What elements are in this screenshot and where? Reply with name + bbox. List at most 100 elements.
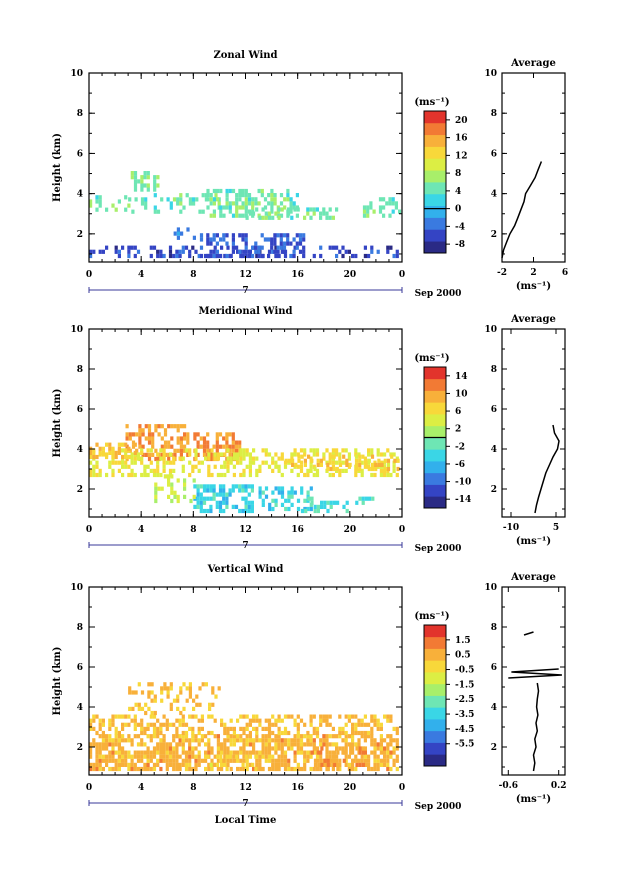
heatmap-cell xyxy=(140,472,144,478)
heatmap-cell xyxy=(360,730,364,736)
heatmap-cell xyxy=(315,472,320,478)
heatmap-cell xyxy=(206,754,210,759)
heatmap-cell xyxy=(357,738,361,743)
heatmap-cell xyxy=(274,502,278,507)
heatmap-cell xyxy=(312,766,316,772)
heatmap-cell xyxy=(165,722,169,727)
heatmap-cell xyxy=(159,249,163,254)
heatmap-cell xyxy=(89,203,93,208)
heatmap-cell xyxy=(255,468,259,473)
heatmap-cell xyxy=(206,496,210,501)
colorbar-swatch xyxy=(424,390,446,403)
heatmap-cell xyxy=(395,726,399,731)
heatmap-cell xyxy=(206,440,210,445)
heatmap-cell xyxy=(309,742,313,747)
average-y-tick-label: 2 xyxy=(491,485,497,495)
heatmap-cell xyxy=(333,750,337,755)
heatmap-cell xyxy=(319,766,323,772)
heatmap-cell xyxy=(264,754,268,759)
heatmap-cell xyxy=(289,197,293,202)
colorbar-label: 10 xyxy=(455,389,468,399)
heatmap-cell xyxy=(344,738,348,743)
heatmap-cell xyxy=(175,734,179,739)
heatmap-cell xyxy=(267,718,272,723)
heatmap-cell xyxy=(367,464,371,469)
heatmap-cell xyxy=(179,201,183,206)
heatmap-cell xyxy=(248,730,252,736)
heatmap-cell xyxy=(201,682,205,687)
heatmap-cell xyxy=(264,758,268,763)
heatmap-cell xyxy=(274,758,278,763)
heatmap-cell xyxy=(162,464,166,469)
heatmap-cell xyxy=(252,714,256,719)
heatmap-cell xyxy=(286,188,290,194)
heatmap-cell xyxy=(225,253,229,259)
heatmap-cell xyxy=(159,746,163,751)
heatmap-cell xyxy=(302,233,306,238)
heatmap-cell xyxy=(149,245,153,250)
y-axis-label: Height (km) xyxy=(52,133,63,202)
heatmap-cell xyxy=(140,722,144,727)
heatmap-cell xyxy=(166,197,170,202)
heatmap-cell xyxy=(162,456,166,461)
heatmap-cell xyxy=(101,758,105,763)
heatmap-cell xyxy=(279,213,284,218)
heatmap-cell xyxy=(306,754,310,759)
heatmap-cell xyxy=(127,464,131,469)
heatmap-cell xyxy=(138,444,142,449)
heatmap-cell xyxy=(242,750,246,755)
heatmap-cell xyxy=(248,211,252,216)
heatmap-cell xyxy=(378,197,383,202)
heatmap-cell xyxy=(229,718,233,723)
average-y-tick-label: 10 xyxy=(484,583,497,593)
heatmap-cell xyxy=(143,762,147,767)
heatmap-cell xyxy=(124,754,128,759)
heatmap-cell xyxy=(183,444,187,449)
heatmap-cell xyxy=(146,175,150,180)
heatmap-cell xyxy=(239,452,243,457)
heatmap-cell xyxy=(244,237,248,242)
average-profile-line-top xyxy=(523,631,534,636)
heatmap-cell xyxy=(338,726,342,731)
heatmap-cell xyxy=(111,722,115,727)
heatmap-cell xyxy=(235,193,239,198)
heatmap-cell xyxy=(280,758,284,763)
heatmap-cell xyxy=(395,758,399,763)
heatmap-cell xyxy=(117,446,121,451)
heatmap-cell xyxy=(200,714,204,719)
heatmap-cell xyxy=(255,762,259,767)
heatmap-cell xyxy=(176,428,180,433)
heatmap-cell xyxy=(101,730,105,736)
heatmap-cell xyxy=(391,197,395,202)
heatmap-cell xyxy=(199,253,204,259)
heatmap-cell xyxy=(277,207,281,212)
heatmap-cell xyxy=(358,462,362,467)
y-tick-label: 2 xyxy=(77,743,83,753)
heatmap-cell xyxy=(125,436,129,441)
heatmap-cell xyxy=(319,750,323,755)
heatmap-cell xyxy=(219,754,223,759)
heatmap-cell xyxy=(225,233,229,238)
heatmap-cell xyxy=(363,738,367,743)
heatmap-cell xyxy=(329,466,333,472)
heatmap-cell xyxy=(89,450,93,455)
heatmap-cell xyxy=(192,478,196,483)
heatmap-cell xyxy=(98,203,102,208)
heatmap-cell xyxy=(391,201,395,206)
heatmap-cell xyxy=(105,734,109,739)
heatmap-cell xyxy=(377,458,381,463)
heatmap-cell xyxy=(247,197,252,202)
heatmap-cell xyxy=(222,444,226,449)
heatmap-cell xyxy=(147,436,152,441)
heatmap-cell xyxy=(271,722,275,727)
average-profile-line xyxy=(501,161,543,259)
heatmap-cell xyxy=(101,742,105,747)
heatmap-cell xyxy=(385,201,389,206)
heatmap-cell xyxy=(172,698,177,703)
heatmap-cell xyxy=(351,714,355,719)
heatmap-cell xyxy=(214,193,218,198)
heatmap-cell xyxy=(283,197,287,202)
x-tick-label: 12 xyxy=(239,270,252,280)
heatmap-cell xyxy=(363,750,367,755)
heatmap-cell xyxy=(225,436,229,441)
